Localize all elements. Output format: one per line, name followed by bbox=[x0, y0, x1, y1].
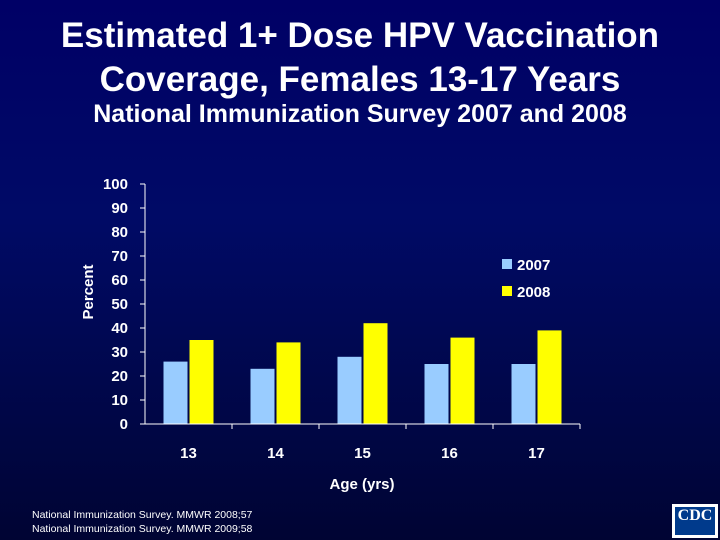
bar-2007-13 bbox=[163, 361, 188, 424]
bar-2008-15 bbox=[363, 323, 388, 424]
y-axis-ticks: 0 10 20 30 40 50 60 70 80 90 100 bbox=[103, 176, 145, 433]
x-tick-label: 15 bbox=[354, 445, 371, 462]
y-axis-label: Percent bbox=[80, 264, 97, 319]
source-line: National Immunization Survey. MMWR 2008;… bbox=[32, 509, 253, 521]
source-notes: National Immunization Survey. MMWR 2008;… bbox=[32, 508, 252, 536]
bars bbox=[163, 323, 562, 424]
x-axis-label: Age (yrs) bbox=[329, 476, 394, 493]
y-tick-label: 0 bbox=[120, 416, 128, 433]
x-axis-ticks: 13 14 15 16 17 bbox=[180, 424, 581, 462]
y-tick-label: 90 bbox=[111, 200, 128, 217]
bar-2008-14 bbox=[276, 342, 301, 424]
bar-2008-13 bbox=[189, 340, 214, 424]
legend-swatch-2008 bbox=[502, 286, 512, 296]
y-tick-label: 70 bbox=[111, 248, 128, 265]
bar-2007-14 bbox=[250, 368, 275, 424]
legend-label-2007: 2007 bbox=[517, 257, 550, 274]
cdc-logo: CDC bbox=[672, 504, 718, 538]
legend: 2007 2008 bbox=[502, 257, 550, 301]
y-tick-label: 10 bbox=[111, 392, 128, 409]
cdc-logo-mark: CDC bbox=[675, 507, 715, 535]
y-tick-label: 60 bbox=[111, 272, 128, 289]
bar-2008-16 bbox=[450, 337, 475, 424]
bar-2007-15 bbox=[337, 356, 362, 424]
slide-subtitle: National Immunization Survey 2007 and 20… bbox=[93, 100, 627, 128]
x-tick-label: 16 bbox=[441, 445, 458, 462]
y-tick-label: 20 bbox=[111, 368, 128, 385]
x-tick-label: 14 bbox=[267, 445, 284, 462]
legend-label-2008: 2008 bbox=[517, 284, 550, 301]
y-tick-label: 30 bbox=[111, 344, 128, 361]
y-tick-label: 80 bbox=[111, 224, 128, 241]
legend-swatch-2007 bbox=[502, 259, 512, 269]
slide-title: Estimated 1+ Dose HPV Vaccination Covera… bbox=[60, 16, 660, 99]
bar-2007-17 bbox=[511, 364, 536, 424]
y-tick-label: 40 bbox=[111, 320, 128, 337]
y-tick-label: 50 bbox=[111, 296, 128, 313]
y-tick-label: 100 bbox=[103, 176, 128, 193]
x-tick-label: 17 bbox=[528, 445, 545, 462]
bar-2007-16 bbox=[424, 364, 449, 424]
source-line: National Immunization Survey. MMWR 2009;… bbox=[32, 523, 253, 535]
bar-2008-17 bbox=[537, 330, 562, 424]
x-tick-label: 13 bbox=[180, 445, 197, 462]
